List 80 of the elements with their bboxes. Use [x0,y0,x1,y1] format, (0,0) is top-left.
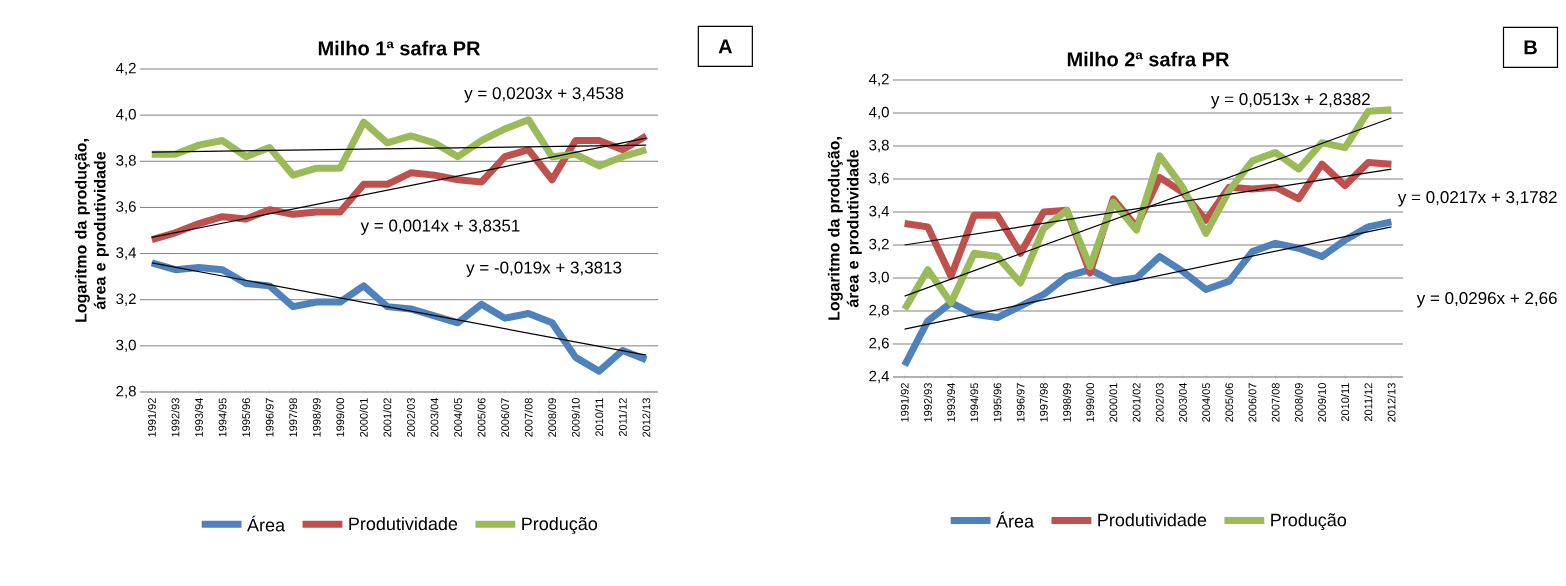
x-tick-label: 2008/09 [1294,383,1303,422]
x-tick-label: 2012/13 [1387,383,1396,422]
x-tick-label: 2002/03 [406,398,415,437]
legend-label: Área [247,515,286,532]
y-tick-label: 3,8 [869,139,889,153]
y-axis-title: Logaritmo da produção, área e produtividade [827,137,862,320]
x-tick-label: 2011/12 [618,398,627,437]
y-tick-label: 4,0 [868,106,889,120]
x-tick-label: 2009/10 [571,398,580,437]
x-tick-label: 2000/01 [1109,383,1118,422]
chart-title: Milho 1ª safra PR [318,40,481,56]
x-tick-label: 1992/93 [171,398,180,437]
x-tick-label: 2003/04 [1178,382,1187,422]
x-tick-label: 2006/07 [500,398,510,437]
x-tick-label: 2000/01 [359,398,368,437]
y-tick-label: 4,2 [115,62,136,76]
y-tick-label: 3,6 [869,172,889,186]
annotation: y = 0,0217x + 3,1782 [1397,191,1557,207]
x-tick-label: 2007/08 [1271,383,1280,422]
y-tick-label: 3,6 [116,201,136,214]
x-tick-label: 2012/13 [642,398,651,437]
x-tick-label: 2005/06 [1225,383,1234,422]
chart-title: Milho 2ª safra PR [1067,51,1230,67]
x-tick-label: 2005/06 [477,398,486,437]
y-tick-label: 4,0 [115,108,136,122]
x-tick-label: 1992/93 [923,383,932,422]
text: B [1524,40,1537,55]
y-tick-label: 4,2 [868,73,889,87]
legend-label: Área [996,511,1035,528]
x-tick-label: 2001/02 [383,398,392,437]
x-tick-label: 1991/92 [900,383,909,422]
x-tick-label: 1993/94 [946,382,955,422]
legend-label: Produtividade [349,516,458,531]
text: y = 0,0296x + 2,66 [1416,292,1557,308]
annotation: y = 0,0203x + 3,4538 [464,87,624,103]
x-tick-label: 1994/95 [218,398,227,437]
annotation: y = 0,0513x + 2,8382 [1210,93,1370,109]
y-axis-title: Logaritmo da produção, área e produtividade [74,139,109,322]
x-tick-label: 1999/00 [336,398,345,437]
x-tick-label: 1997/98 [1039,383,1048,422]
x-tick-label: 1996/97 [265,398,274,437]
y-tick-label: 2,8 [869,304,889,318]
legend-label: Produção [1271,513,1347,530]
x-tick-label: 1998/99 [312,398,321,437]
x-tick-label: 2007/08 [524,398,533,437]
y-tick-label: 2,6 [869,337,889,351]
x-tick-label: 2009/10 [1317,383,1326,422]
x-tick-label: 1991/92 [147,398,156,437]
x-tick-label: 2010/11 [595,398,604,437]
x-tick-label: 2010/11 [1341,383,1350,422]
x-tick-label: 2003/04 [430,397,439,437]
y-tick-label: 3,0 [116,339,136,353]
y-tick-label: 3,4 [116,247,137,260]
legend-label: Produtividade [1098,513,1207,527]
x-tick-label: 1996/97 [1016,383,1025,422]
x-tick-label: 2004/05 [453,398,462,437]
legend-label: Produção [522,516,598,534]
x-tick-label: 1999/00 [1086,383,1095,422]
y-tick-label: 3,2 [116,293,136,306]
x-tick-label: 2006/07 [1248,383,1257,422]
y-tick-label: 3,2 [869,238,889,252]
x-tick-label: 1998/99 [1062,383,1071,422]
x-tick-label: 1994/95 [970,383,979,422]
x-tick-label: 2001/02 [1132,383,1141,422]
annotation: y = 0,0014x + 3,8351 [360,219,520,235]
x-tick-label: 2002/03 [1155,383,1164,422]
x-tick-label: 1997/98 [289,398,298,437]
y-tick-label: 2,4 [869,370,890,384]
x-tick-label: 2004/05 [1201,383,1210,422]
x-tick-label: 2011/12 [1364,383,1373,422]
y-tick-label: 3,8 [116,155,136,168]
x-tick-label: 1995/96 [993,383,1002,422]
x-tick-label: 1993/94 [194,397,203,437]
x-tick-label: 1995/96 [241,398,251,437]
text: A [718,39,733,54]
y-tick-label: 3,4 [869,205,890,219]
annotation: y = -0,019x + 3,3813 [466,261,622,277]
x-tick-label: 2008/09 [548,398,557,437]
y-tick-label: 2,8 [116,385,136,399]
y-tick-label: 3,0 [869,271,889,285]
